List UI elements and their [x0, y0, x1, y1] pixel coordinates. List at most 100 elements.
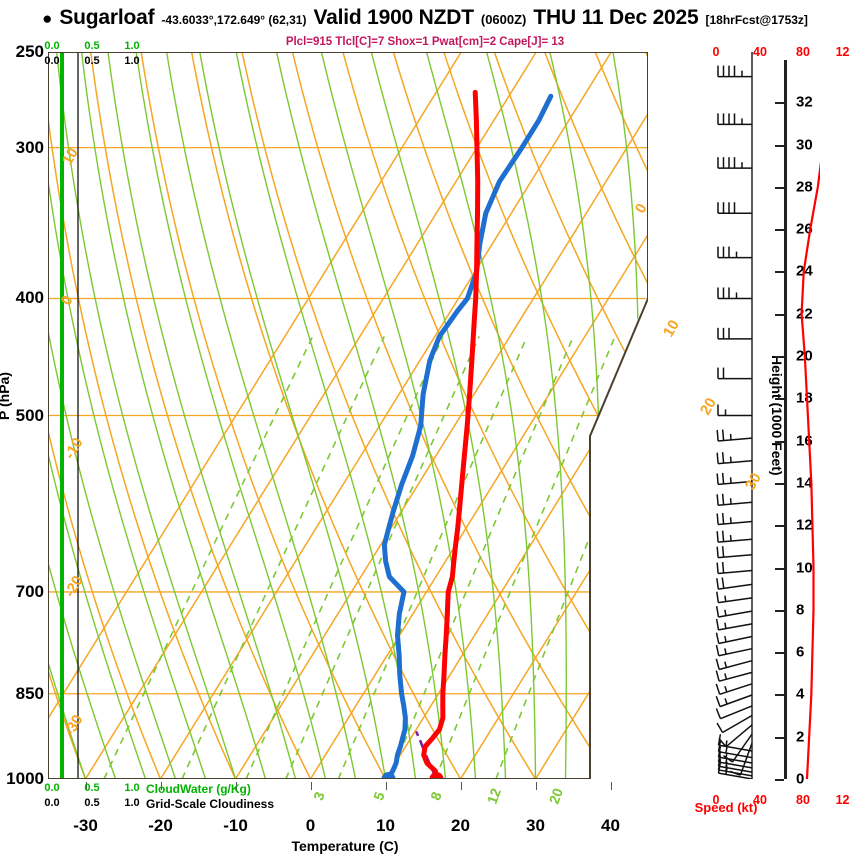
cloudiness-top-value: 0.0 — [44, 55, 60, 67]
cloudiness-bottom-value: 0.0 — [44, 797, 60, 809]
wind-barb — [717, 202, 752, 215]
mixing-ratio-label: 5 — [370, 789, 388, 803]
height-axis-line — [784, 60, 787, 779]
wind-barb — [716, 429, 753, 442]
wind-barb — [715, 705, 753, 720]
height-tick — [775, 609, 784, 612]
cloudiness-top-value: 1.0 — [124, 55, 140, 67]
temperature-tick — [85, 782, 87, 790]
temperature-tick-label: -20 — [148, 816, 173, 835]
height-tick — [775, 652, 784, 655]
wind-barb — [715, 644, 753, 657]
wind-barb — [717, 762, 753, 779]
wind-barb — [715, 658, 753, 671]
wind-barb — [716, 562, 753, 575]
mixing-ratio-label: 20 — [545, 785, 566, 807]
speed-height-curve — [750, 60, 820, 779]
wind-barb — [717, 367, 752, 380]
speed-axis-title: Speed (kt) — [694, 800, 758, 815]
wind-barb — [717, 157, 752, 169]
height-tick — [775, 398, 784, 401]
temperature-tick-label: 20 — [451, 816, 470, 835]
wind-barb-panel — [666, 52, 766, 779]
height-tick — [775, 229, 784, 232]
height-tick-label: 28 — [796, 178, 813, 196]
cloudwater-bottom-value: 0.0 — [44, 782, 60, 794]
cloudwater-top-value: 0.5 — [84, 40, 100, 52]
wind-barb — [717, 113, 752, 126]
valid-time-zulu: (0600Z) — [480, 12, 527, 27]
pressure-axis-title: P (hPa) — [0, 372, 12, 420]
wind-barb — [717, 404, 752, 417]
dewpoint-surface-marker — [381, 772, 396, 779]
sounding-indices: Plcl=915 Tlcl[C]=7 Shox=1 Pwat[cm]=2 Cap… — [285, 36, 565, 48]
valid-time: Valid 1900 NZDT — [313, 6, 474, 29]
height-tick — [775, 779, 784, 781]
wind-barb — [716, 493, 753, 507]
height-tick — [775, 567, 784, 570]
skewt-plot — [48, 52, 648, 779]
cloudwater-bottom-value: 1.0 — [124, 782, 140, 794]
temperature-tick-label: -30 — [73, 816, 98, 835]
height-tick-label: 22 — [796, 305, 813, 323]
temperature-tick — [460, 782, 462, 790]
station-coordinates: -43.6033°,172.649° (62,31) — [161, 13, 307, 27]
cloudiness-legend: Grid-Scale Cloudiness — [146, 797, 275, 811]
wind-barb — [718, 724, 753, 748]
height-tick — [775, 271, 784, 274]
cloudwater-bottom-value: 0.5 — [84, 782, 100, 794]
wind-barb — [715, 618, 753, 631]
wind-barb — [716, 714, 753, 734]
pressure-tick-label: 300 — [15, 137, 44, 157]
wind-barb — [717, 287, 752, 300]
speed-tick-top: 120 — [835, 45, 850, 59]
height-tick — [775, 694, 784, 697]
temperature-axis: -30 -20 -10 0 10 20 30 40 — [0, 812, 850, 838]
temperature-tick — [535, 782, 537, 790]
pressure-axis: 250 300 400 500 700 850 1000 — [0, 42, 44, 788]
station-bullet-icon: ● — [42, 9, 53, 28]
height-tick-label: 2 — [796, 728, 805, 746]
temperature-tick — [235, 782, 237, 790]
temperature-surface-marker — [429, 772, 444, 779]
cloudiness-bottom-value: 1.0 — [124, 797, 140, 809]
pressure-tick-label: 500 — [15, 405, 44, 425]
pressure-tick-label: 400 — [15, 288, 44, 308]
height-tick-label: 6 — [796, 643, 805, 661]
wind-barb — [716, 577, 753, 590]
wind-barb — [717, 734, 753, 752]
wind-barb — [717, 740, 753, 759]
height-tick-label: 10 — [796, 559, 813, 577]
wind-barb — [717, 246, 752, 259]
pressure-tick-label: 1000 — [6, 769, 44, 788]
cloudwater-top-value: 1.0 — [124, 40, 140, 52]
cloudwater-top-value: 0.0 — [44, 40, 60, 52]
wind-barb — [717, 65, 752, 78]
cloudwater-legend: CloudWater (g/Kg) — [146, 782, 251, 796]
forecast-stamp: [18hrFcst@1753z] — [705, 13, 808, 27]
temperature-tick — [385, 782, 387, 790]
wind-barb — [716, 530, 753, 543]
speed-tick-bottom: 0 — [712, 793, 720, 807]
pressure-tick-label: 250 — [15, 42, 44, 61]
height-tick-label: 0 — [796, 770, 805, 788]
temperature-tick-label: -10 — [223, 816, 248, 835]
height-tick — [775, 482, 784, 485]
height-tick-label: 14 — [796, 474, 813, 492]
wind-barb — [716, 472, 753, 486]
profile-temperature — [421, 89, 481, 779]
temperature-tick-label: 30 — [526, 816, 545, 835]
mixing-ratio-label: 3 — [310, 789, 328, 803]
speed-tick-bottom: 40 — [753, 793, 767, 807]
temperature-tick — [310, 782, 312, 790]
speed-tick-top: 80 — [796, 45, 810, 59]
wind-barb — [716, 591, 753, 604]
height-axis-title: Height (1000 Feet) — [769, 355, 785, 476]
wind-barb — [716, 512, 753, 526]
speed-tick-bottom: 120 — [835, 793, 850, 807]
cloudiness-top-value: 0.5 — [84, 55, 100, 67]
height-tick-label: 12 — [796, 516, 813, 534]
height-tick — [775, 144, 784, 147]
wind-barb — [715, 683, 753, 696]
height-tick — [775, 356, 784, 359]
